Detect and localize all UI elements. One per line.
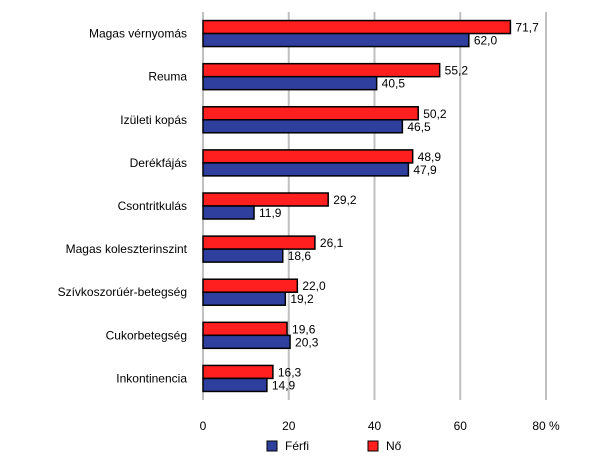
bar-ferfi: [202, 377, 268, 393]
value-label: 22,0: [302, 279, 326, 293]
value-labels: 71,7 62,0 55,2 40,5 50,246,5 48,947,9 29,2 11,9…: [259, 21, 539, 393]
bars-layer: [202, 19, 512, 393]
legend-swatch-ferfi: [266, 440, 278, 452]
bar-no: [202, 192, 329, 207]
bar-ferfi: [202, 32, 470, 48]
category-label: Inkontinencia: [116, 371, 187, 385]
bar-no: [202, 321, 288, 337]
value-label: 46,5: [407, 120, 431, 134]
category-label: Csontritkulás: [118, 199, 187, 213]
value-label: 48,9: [418, 150, 442, 164]
legend-swatch-no: [367, 440, 379, 452]
bar-ferfi: [202, 162, 410, 177]
x-tick-label: 20: [282, 419, 296, 433]
value-label: 29,2: [333, 193, 357, 207]
category-label: Reuma: [148, 70, 187, 84]
value-label: 50,2: [423, 107, 447, 121]
value-label: 26,1: [320, 236, 344, 250]
bar-no: [202, 149, 414, 164]
x-tick-label: 40: [368, 419, 382, 433]
x-axis-ticks: 0 20 40 60 80 %: [200, 419, 560, 433]
value-label: 55,2: [445, 64, 469, 78]
value-label: 11,9: [259, 206, 282, 220]
bar-no: [202, 106, 419, 121]
category-label: Magas koleszterinszint: [66, 242, 188, 256]
value-label: 20,3: [295, 335, 319, 349]
category-label: Izületi kopás: [120, 113, 187, 127]
x-tick-label: 0: [200, 419, 207, 433]
value-label: 40,5: [382, 77, 406, 91]
x-tick-label: 60: [454, 419, 468, 433]
bar-ferfi: [202, 75, 378, 91]
bar-no: [202, 278, 299, 293]
category-label: Magas vérnyomás: [89, 27, 187, 41]
value-label: 62,0: [474, 34, 498, 48]
category-label: Cukorbetegség: [106, 328, 187, 342]
value-label: 71,7: [515, 21, 539, 35]
bar-no: [202, 19, 512, 35]
legend-label-no: Nő: [386, 439, 402, 453]
legend-label-ferfi: Férfi: [285, 439, 309, 453]
category-label: Derékfájás: [130, 156, 187, 170]
value-label: 14,9: [272, 378, 296, 392]
value-label: 19,6: [292, 322, 316, 336]
legend: Férfi Nő: [266, 439, 402, 453]
bar-ferfi: [202, 205, 255, 220]
x-tick-label: 80 %: [532, 419, 560, 433]
value-label: 18,6: [288, 249, 312, 263]
bar-ferfi: [202, 291, 287, 306]
bar-ferfi: [202, 334, 291, 350]
bar-ferfi: [202, 119, 404, 134]
bar-ferfi: [202, 248, 284, 263]
value-label: 19,2: [290, 292, 314, 306]
bar-no: [202, 364, 274, 380]
value-label: 47,9: [413, 163, 437, 177]
bar-no: [202, 62, 441, 78]
category-label: Szívkoszorúér-betegség: [58, 285, 187, 299]
category-labels: Magas vérnyomás Reuma Izületi kopás Derékfá…: [58, 27, 188, 386]
bar-no: [202, 235, 316, 250]
value-label: 16,3: [278, 365, 302, 379]
